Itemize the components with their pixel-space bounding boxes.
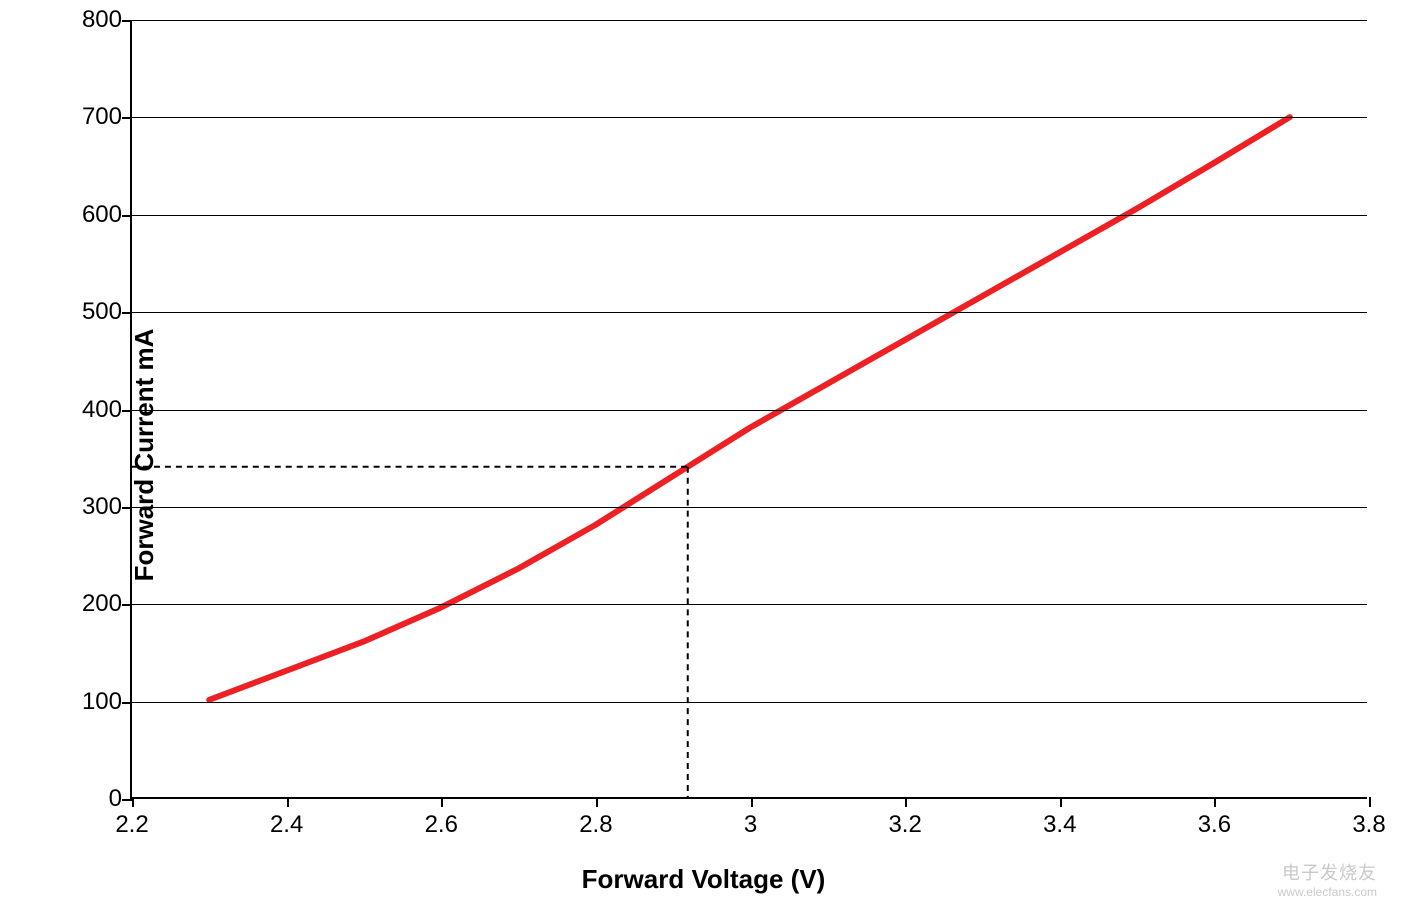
x-tick-label: 2.6 <box>425 811 458 839</box>
y-tick-label: 200 <box>82 590 122 618</box>
x-tick <box>1369 797 1371 807</box>
gridline-horizontal <box>132 312 1367 313</box>
y-tick-label: 0 <box>109 785 122 813</box>
watermark-brand: 电子发烧友 <box>1282 859 1377 885</box>
plot-area: 01002003004005006007008002.22.42.62.833.… <box>130 20 1367 799</box>
y-tick-label: 800 <box>82 6 122 34</box>
y-tick <box>122 799 132 801</box>
x-tick <box>905 797 907 807</box>
x-tick <box>751 797 753 807</box>
x-tick <box>596 797 598 807</box>
x-axis-label: Forward Voltage (V) <box>582 864 826 895</box>
y-tick-label: 600 <box>82 201 122 229</box>
gridline-horizontal <box>132 117 1367 118</box>
y-tick-label: 100 <box>82 688 122 716</box>
y-tick <box>122 312 132 314</box>
y-tick-label: 700 <box>82 103 122 131</box>
y-tick <box>122 702 132 704</box>
gridline-horizontal <box>132 604 1367 605</box>
watermark: 电子发烧友 www.elecfans.com <box>1278 859 1377 899</box>
x-tick-label: 2.4 <box>270 811 303 839</box>
x-tick-label: 3.6 <box>1198 811 1231 839</box>
reference-line-svg <box>132 20 1367 797</box>
x-tick <box>1060 797 1062 807</box>
gridline-horizontal <box>132 507 1367 508</box>
x-tick-label: 3.2 <box>888 811 921 839</box>
x-tick-label: 3 <box>744 811 757 839</box>
y-tick <box>122 410 132 412</box>
x-tick <box>1214 797 1216 807</box>
watermark-url: www.elecfans.com <box>1278 885 1377 899</box>
gridline-horizontal <box>132 702 1367 703</box>
y-tick <box>122 117 132 119</box>
chart-container: Forward Current mA Forward Voltage (V) 0… <box>0 0 1407 909</box>
x-tick <box>132 797 134 807</box>
gridline-horizontal <box>132 20 1367 21</box>
y-tick <box>122 215 132 217</box>
y-tick-label: 500 <box>82 298 122 326</box>
x-tick <box>441 797 443 807</box>
y-tick <box>122 507 132 509</box>
y-tick-label: 400 <box>82 396 122 424</box>
x-tick-label: 2.8 <box>579 811 612 839</box>
y-tick-label: 300 <box>82 493 122 521</box>
x-tick <box>287 797 289 807</box>
gridline-horizontal <box>132 410 1367 411</box>
x-tick-label: 3.8 <box>1352 811 1385 839</box>
gridline-horizontal <box>132 215 1367 216</box>
x-tick-label: 2.2 <box>115 811 148 839</box>
y-tick <box>122 20 132 22</box>
x-tick-label: 3.4 <box>1043 811 1076 839</box>
y-tick <box>122 604 132 606</box>
